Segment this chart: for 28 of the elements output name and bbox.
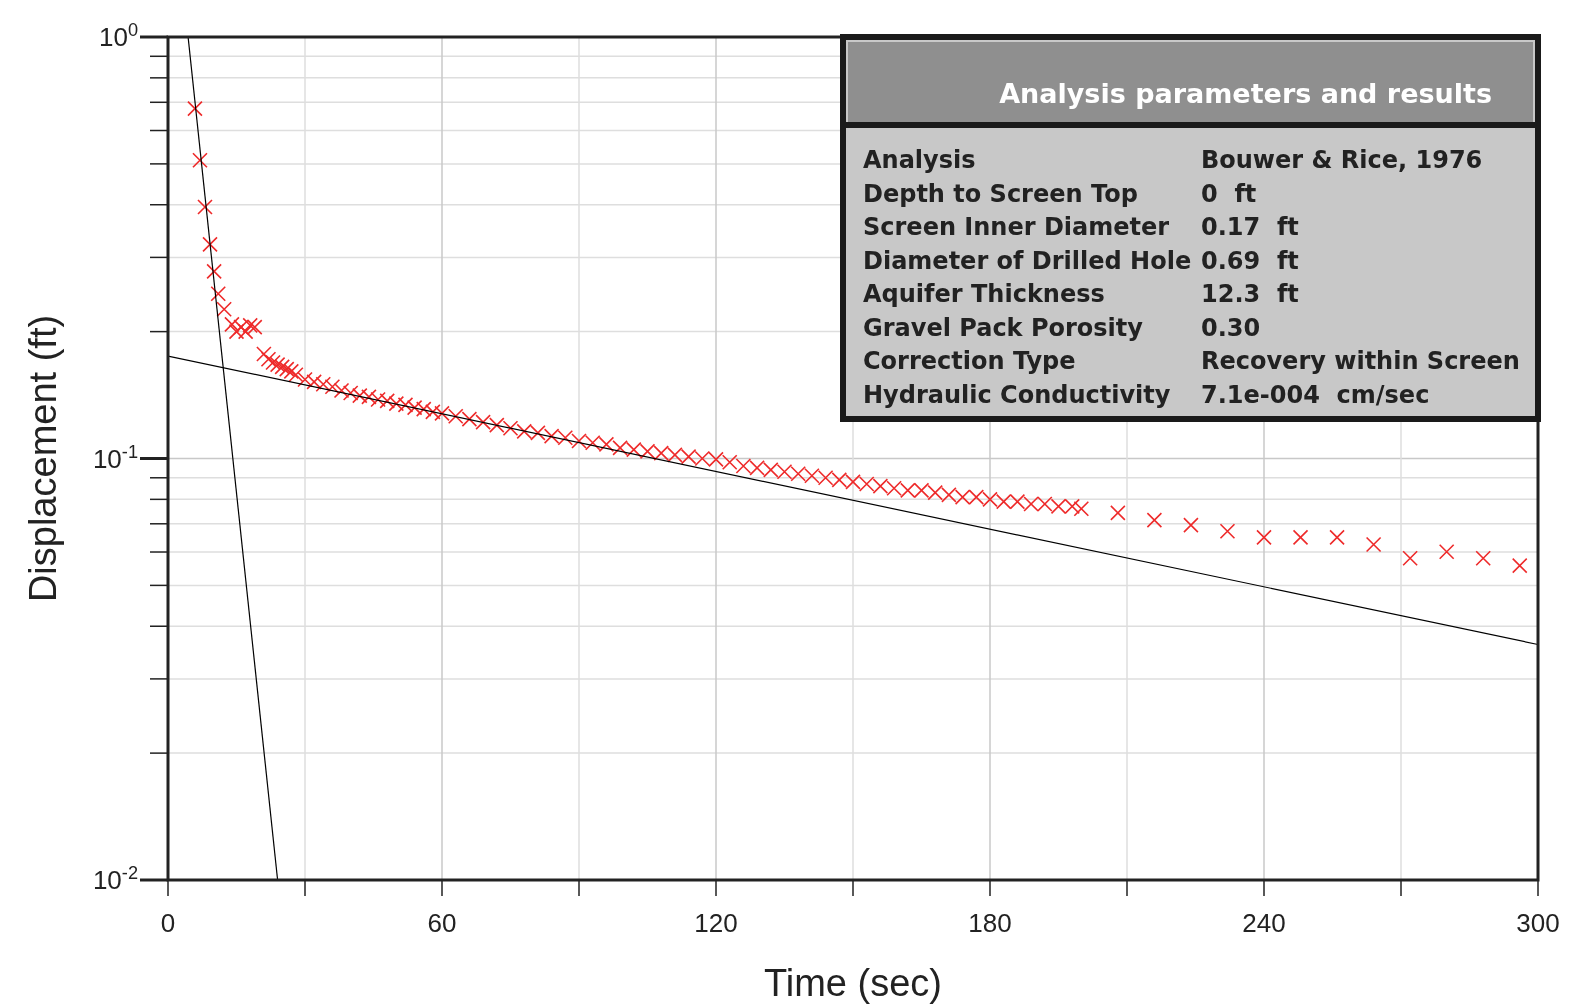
annotation: Bouwer & Rice, 1976 (1201, 146, 1483, 174)
annotation: 0.69 ft (1201, 246, 1299, 275)
annotation: Correction Type (863, 347, 1076, 375)
annotation: Gravel Pack Porosity (863, 313, 1144, 342)
annotation: Depth to Screen Top (863, 179, 1138, 208)
x-tick-label: 240 (1242, 908, 1286, 938)
y-tick-label: 10$^{-1}$ (92, 441, 138, 474)
annotation: 12.3 ft (1201, 280, 1299, 308)
x-axis-title: Time (sec) (763, 962, 943, 1004)
annotation: Recovery within Screen (1201, 347, 1520, 375)
annotation: Analysis (863, 146, 976, 174)
y-tick-label: 10$^{-2}$ (92, 863, 138, 895)
annotation: Hydraulic Conductivity (863, 380, 1171, 409)
annotation: Aquifer Thickness (863, 280, 1105, 308)
y-tick-label: 10$^{0}$ (98, 20, 138, 52)
x-tick-label: 120 (694, 908, 738, 938)
annotation: Analysis parameters and results (999, 78, 1492, 109)
annotation: 7.1e-004 cm/sec (1201, 380, 1430, 409)
annotation: Diameter of Drilled Hole (863, 246, 1192, 275)
annotation: Screen Inner Diameter (863, 213, 1170, 241)
x-tick-label: 300 (1516, 908, 1560, 938)
x-tick-label: 60 (427, 908, 457, 938)
annotation: 0.17 ft (1201, 213, 1299, 241)
x-tick-label: 180 (968, 908, 1012, 938)
x-tick-label: 0 (160, 908, 176, 938)
y-axis-title: Displacement (ft) (22, 314, 64, 603)
annotation: 0 ft (1201, 179, 1257, 208)
annotation: 0.30 (1201, 313, 1261, 342)
